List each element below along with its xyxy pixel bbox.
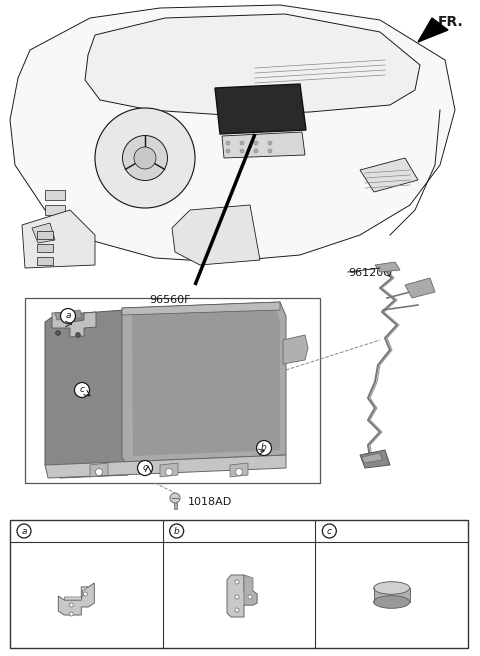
Bar <box>37 231 53 239</box>
Text: b: b <box>174 527 180 535</box>
Polygon shape <box>10 5 455 262</box>
Bar <box>45 220 65 230</box>
Polygon shape <box>64 587 88 600</box>
Circle shape <box>323 524 336 538</box>
Polygon shape <box>215 84 306 134</box>
Polygon shape <box>227 575 257 617</box>
Polygon shape <box>45 310 128 478</box>
Polygon shape <box>405 278 435 298</box>
Polygon shape <box>59 583 95 615</box>
Circle shape <box>226 141 230 145</box>
Circle shape <box>268 141 272 145</box>
Circle shape <box>268 149 272 153</box>
Polygon shape <box>172 205 260 265</box>
Text: c: c <box>327 527 332 535</box>
Bar <box>45 205 65 215</box>
Polygon shape <box>90 463 108 477</box>
Text: 96173: 96173 <box>341 526 377 536</box>
Circle shape <box>122 136 168 180</box>
Text: FR.: FR. <box>438 15 464 29</box>
Polygon shape <box>85 14 420 115</box>
Circle shape <box>236 468 242 476</box>
Text: 96155E: 96155E <box>189 526 231 536</box>
Polygon shape <box>230 463 248 477</box>
Polygon shape <box>375 262 400 272</box>
Circle shape <box>166 468 172 476</box>
Text: b: b <box>261 443 267 453</box>
Text: 96560F: 96560F <box>149 295 191 305</box>
Polygon shape <box>360 158 418 192</box>
Polygon shape <box>418 18 448 42</box>
Circle shape <box>240 149 244 153</box>
Circle shape <box>96 468 103 476</box>
Text: 1018AD: 1018AD <box>188 497 232 507</box>
Bar <box>173 503 177 509</box>
Bar <box>10 520 468 648</box>
Circle shape <box>235 595 239 599</box>
Circle shape <box>235 608 239 612</box>
Polygon shape <box>55 310 82 320</box>
Circle shape <box>248 595 252 599</box>
Text: c: c <box>80 386 84 394</box>
Circle shape <box>240 141 244 145</box>
Polygon shape <box>22 210 95 268</box>
Circle shape <box>254 149 258 153</box>
Circle shape <box>235 580 239 584</box>
Polygon shape <box>132 307 280 456</box>
Polygon shape <box>283 335 308 364</box>
Polygon shape <box>122 302 280 315</box>
Ellipse shape <box>373 596 409 608</box>
Circle shape <box>74 382 89 398</box>
Polygon shape <box>360 450 390 468</box>
Bar <box>45 190 65 200</box>
Circle shape <box>170 493 180 503</box>
Circle shape <box>84 592 87 596</box>
Polygon shape <box>373 588 409 602</box>
Bar <box>37 257 53 265</box>
Bar <box>25 298 320 483</box>
Polygon shape <box>32 223 55 243</box>
Text: a: a <box>65 312 71 321</box>
Bar <box>37 244 53 252</box>
Polygon shape <box>160 463 178 477</box>
Text: 96155D: 96155D <box>36 526 80 536</box>
Polygon shape <box>45 455 286 478</box>
Text: a: a <box>21 527 27 535</box>
Polygon shape <box>244 575 257 605</box>
Circle shape <box>69 612 73 616</box>
Circle shape <box>226 149 230 153</box>
Circle shape <box>256 440 272 455</box>
Polygon shape <box>122 302 286 462</box>
Circle shape <box>169 524 184 538</box>
Text: 96120Q: 96120Q <box>348 268 392 278</box>
Circle shape <box>17 524 31 538</box>
Polygon shape <box>362 453 382 463</box>
Circle shape <box>69 603 73 607</box>
Circle shape <box>75 333 81 337</box>
Circle shape <box>56 331 60 335</box>
Polygon shape <box>222 132 305 158</box>
Circle shape <box>137 461 153 476</box>
Polygon shape <box>52 312 96 337</box>
Circle shape <box>134 147 156 169</box>
Text: c: c <box>143 464 147 472</box>
Circle shape <box>95 108 195 208</box>
Circle shape <box>254 141 258 145</box>
Circle shape <box>60 308 75 323</box>
Ellipse shape <box>373 582 409 594</box>
